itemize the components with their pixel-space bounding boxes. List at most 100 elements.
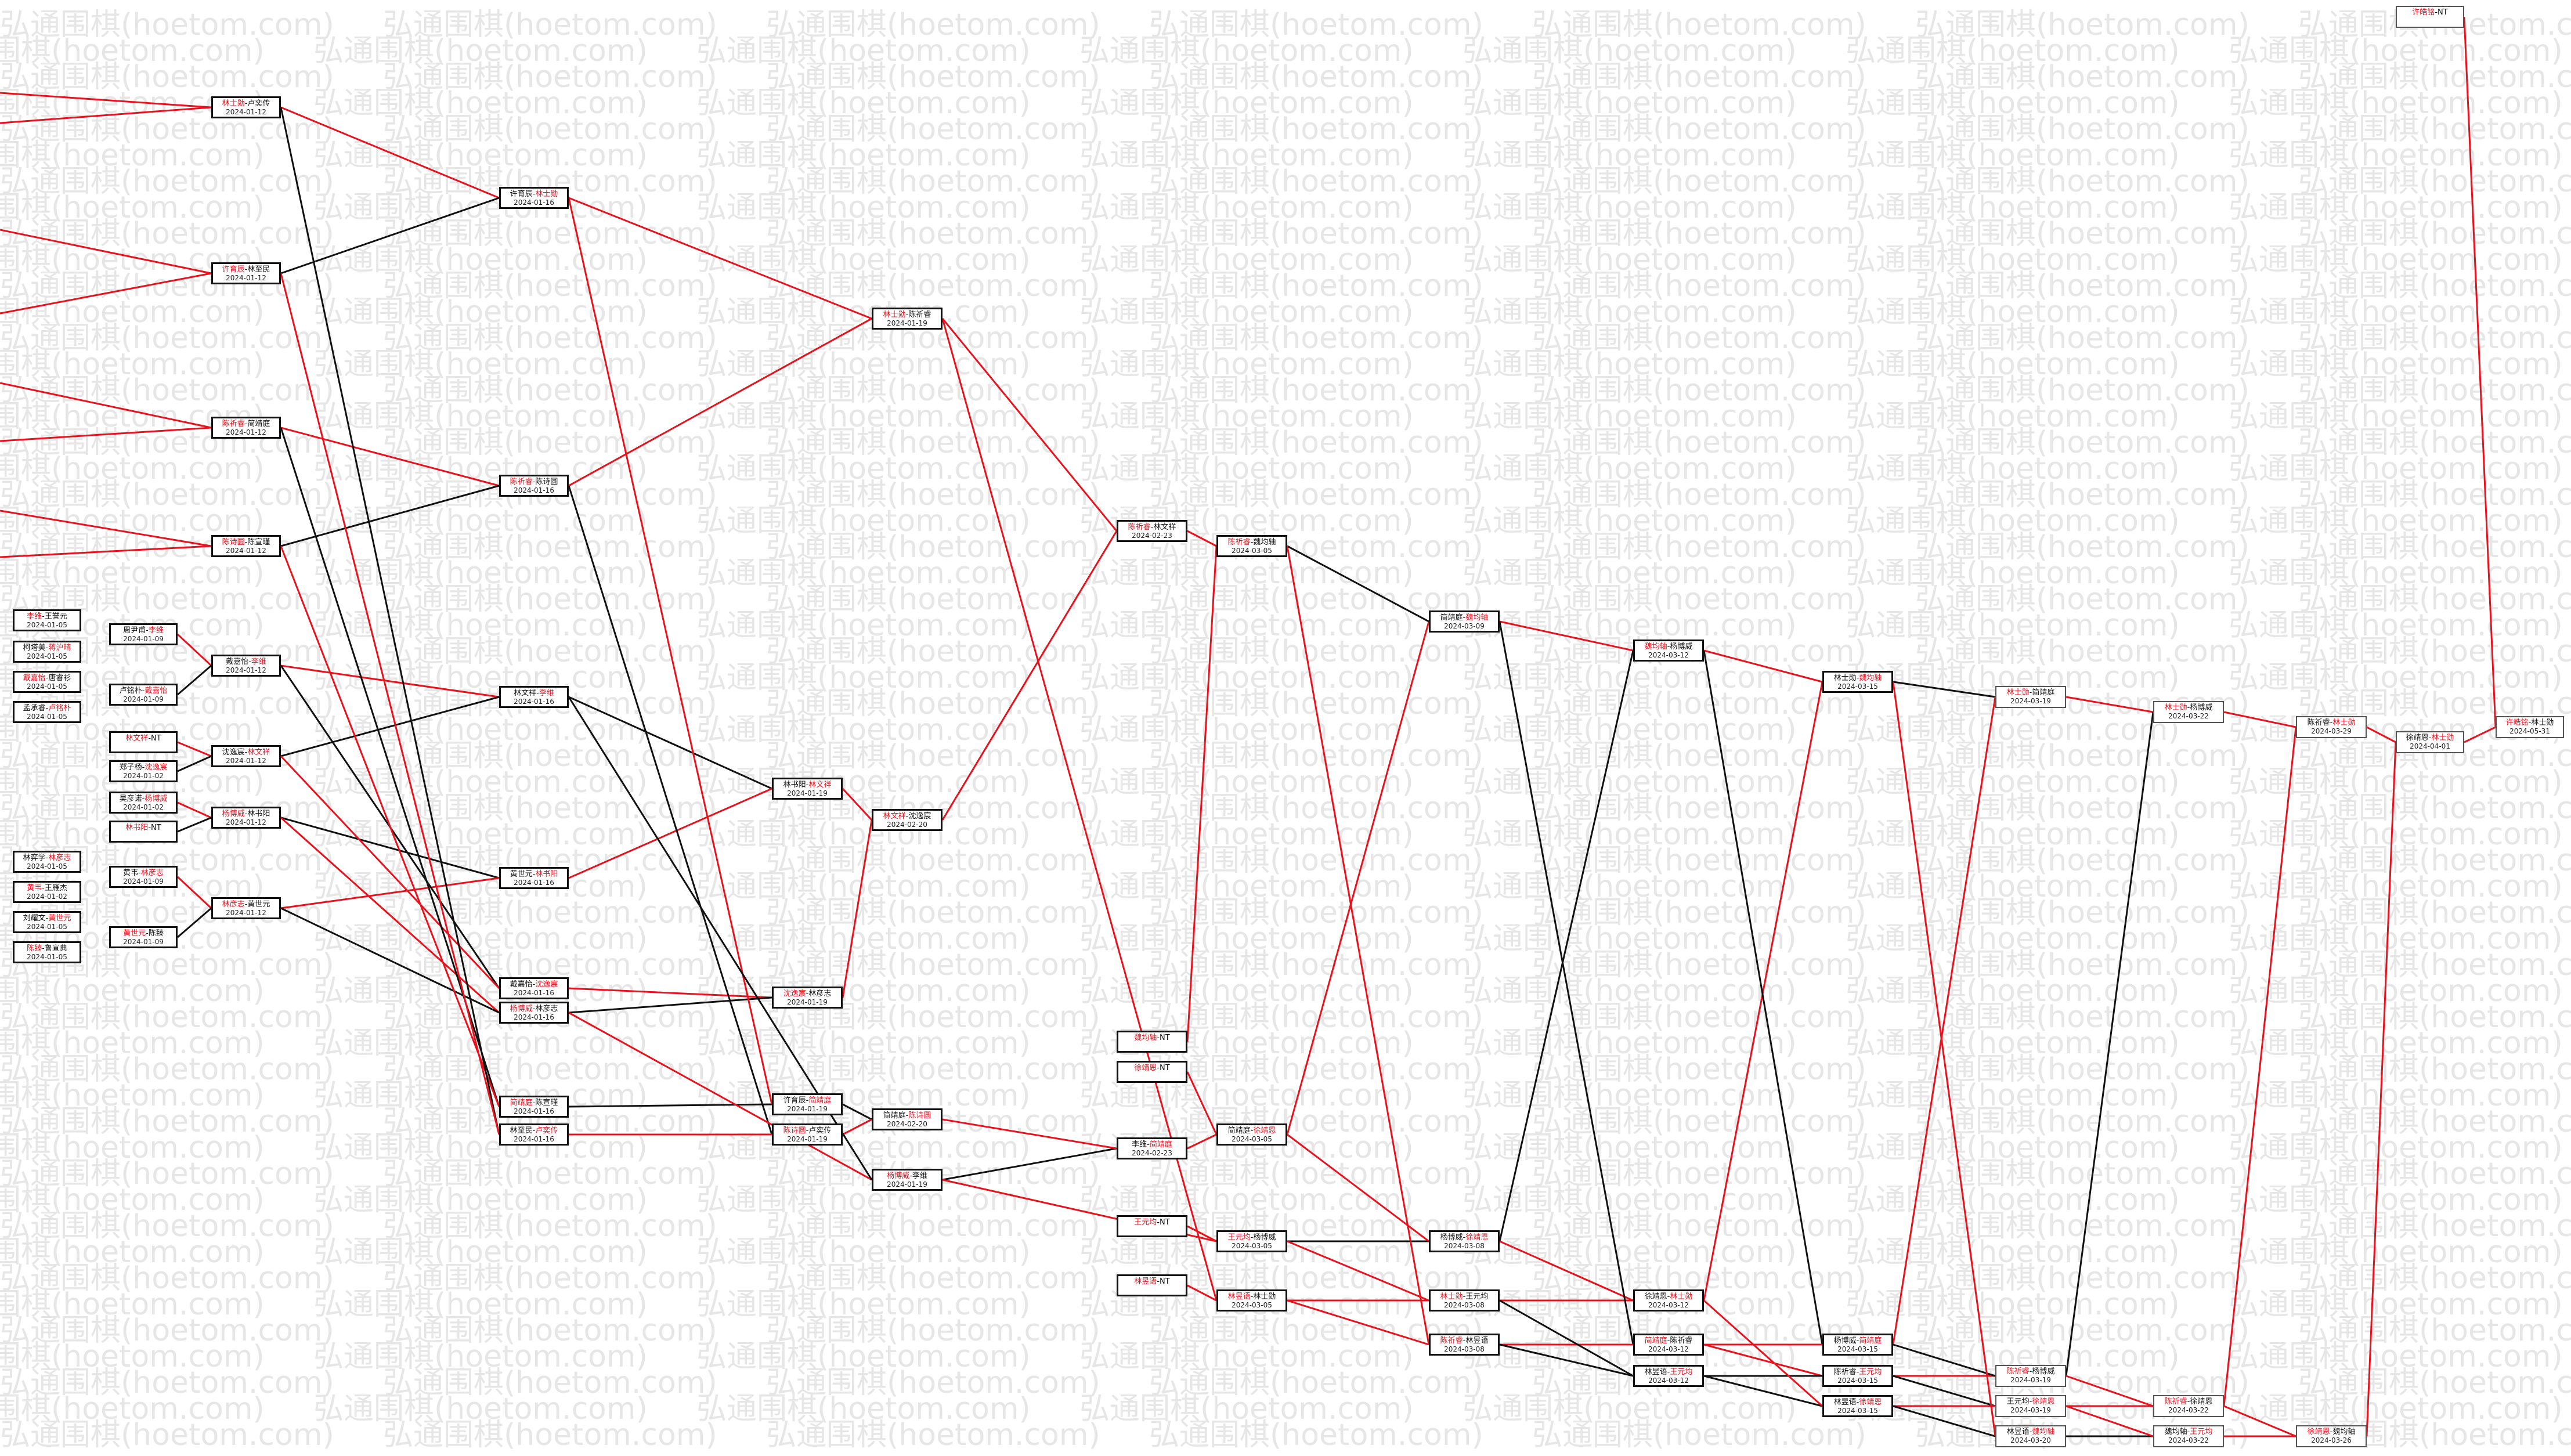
- player-two: 林文祥: [247, 748, 270, 757]
- match-players: 王元均-徐靖恩: [1996, 1397, 2065, 1406]
- match-players: 简靖庭-陈宣瑾: [501, 1099, 567, 1107]
- match-players: 戴嘉怡-沈逸宸: [501, 980, 567, 989]
- player-two: 陈宣瑾: [247, 538, 270, 547]
- player-one: 林士勋: [222, 99, 245, 108]
- match-players: 王元均-杨博威: [1218, 1233, 1286, 1242]
- match-node: 徐靖恩-林士勋 2024-04-01: [2396, 731, 2464, 753]
- player-separator: -: [244, 538, 248, 547]
- player-two: 徐靖恩: [1253, 1126, 1276, 1135]
- player-separator: -: [244, 265, 248, 274]
- match-players: 陈臻-鲁宣典: [15, 944, 80, 953]
- match-players: 林士勋-王元均: [1431, 1292, 1498, 1301]
- match-date: 2024-01-05: [27, 923, 67, 931]
- bracket-edge: [280, 816, 500, 879]
- match-date: 2024-01-12: [226, 428, 266, 436]
- match-node: 林彦志-黄世元 2024-01-12: [211, 897, 281, 919]
- bracket-edge: [1287, 1240, 1429, 1302]
- bracket-edge: [2066, 1405, 2154, 1437]
- player-two: 李维: [912, 1172, 927, 1180]
- bracket-edge: [176, 633, 212, 667]
- player-two: 林文祥: [808, 781, 832, 789]
- player-separator: -: [244, 810, 248, 818]
- bracket-edge: [1499, 620, 1634, 652]
- player-separator: -: [532, 190, 536, 198]
- match-date: 2024-02-20: [887, 821, 927, 829]
- match-date: 2024-01-02: [123, 772, 164, 780]
- match-node: 黄世元-陈臻 2024-01-09: [109, 926, 178, 948]
- player-one: 林昱语: [1644, 1368, 1667, 1376]
- match-node: 王元均-杨博威 2024-03-05: [1216, 1230, 1287, 1252]
- player-two: 林书阳: [247, 810, 270, 818]
- match-players: 林文祥-李维: [501, 689, 567, 698]
- match-node: 陈祈睿-杨博威 2024-03-19: [1995, 1365, 2066, 1387]
- player-separator: -: [148, 734, 151, 743]
- bracket-edge: [1893, 1405, 1996, 1437]
- bracket-edge: [2463, 16, 2497, 728]
- player-one: 林书阳: [783, 781, 806, 789]
- match-date: 2024-01-16: [514, 879, 554, 887]
- match-players: 魏均轴-NT: [1118, 1034, 1186, 1042]
- match-players: 林弈学-林彦志: [15, 854, 80, 862]
- bracket-edge: [842, 1118, 872, 1136]
- player-separator: -: [1157, 1277, 1160, 1286]
- player-one: 陈祈睿: [2006, 1367, 2030, 1376]
- player-one: 李维: [1132, 1140, 1147, 1149]
- bracket-edge: [280, 197, 500, 274]
- match-players: 沈逸宸-林文祥: [213, 748, 279, 757]
- player-one: 陈祈睿: [510, 478, 533, 486]
- player-two: 林士勋: [1253, 1292, 1276, 1301]
- player-one: 简靖庭: [1644, 1336, 1667, 1345]
- match-date: 2024-03-12: [1648, 1376, 1689, 1385]
- match-players: 陈诗圆-陈宣瑾: [213, 538, 279, 547]
- match-date: 2024-02-20: [887, 1120, 927, 1128]
- match-date: 2024-01-09: [123, 695, 164, 703]
- match-players: 魏均轴-杨博威: [1635, 642, 1702, 651]
- match-date: 2024-01-05: [27, 621, 67, 629]
- match-date: 2024-02-23: [1132, 532, 1172, 540]
- player-two: 杨博威: [145, 794, 168, 803]
- player-two: 林士勋: [2431, 734, 2454, 742]
- bracket-edge: [1703, 649, 1823, 683]
- match-date: 2024-01-19: [787, 1105, 828, 1113]
- player-one: 戴嘉怡: [226, 657, 249, 666]
- match-date: 2024-03-05: [1232, 547, 1272, 555]
- player-two: NT: [2438, 8, 2448, 17]
- player-separator: -: [532, 478, 536, 486]
- match-node: 陈诗圆-陈宣瑾 2024-01-12: [211, 535, 281, 557]
- match-node: 林文祥-NT: [109, 731, 178, 753]
- match-players: 郑子杨-沈逸宸: [111, 763, 176, 772]
- bracket-edge: [1187, 1133, 1217, 1150]
- player-separator: -: [1150, 523, 1154, 532]
- player-two: 王元均: [1670, 1368, 1693, 1376]
- match-date: 2024-03-05: [1232, 1135, 1272, 1143]
- player-separator: -: [146, 626, 149, 635]
- bracket-edge: [177, 907, 212, 938]
- bracket-edge: [0, 510, 212, 547]
- player-one: 杨博威: [1833, 1336, 1857, 1345]
- player-one: 林至民: [510, 1126, 533, 1135]
- player-two: 卢奕传: [535, 1126, 558, 1135]
- bracket-edge: [280, 816, 500, 1014]
- player-two: 陈诗圆: [535, 478, 558, 486]
- player-two: 魏均轴: [2332, 1428, 2356, 1436]
- player-one: 陈祈睿: [1128, 523, 1151, 532]
- player-separator: -: [148, 823, 151, 832]
- player-one: 李维: [27, 612, 42, 621]
- player-two: NT: [151, 734, 161, 743]
- player-two: 黄世元: [247, 900, 270, 909]
- match-date: 2024-04-01: [2410, 742, 2450, 750]
- match-node: 李维-王誉元 2024-01-05: [13, 609, 81, 631]
- player-separator: -: [1463, 1336, 1466, 1345]
- match-date: 2024-03-29: [2311, 727, 2352, 735]
- player-two: 魏均轴: [1465, 613, 1489, 622]
- player-one: 沈逸宸: [222, 748, 245, 757]
- player-one: 柯塔美: [23, 644, 46, 652]
- player-one: 林文祥: [125, 734, 149, 743]
- bracket-edge: [568, 996, 772, 1014]
- bracket-edge: [1499, 1299, 1634, 1377]
- match-players: 林士勋-卢奕传: [213, 99, 279, 108]
- match-date: 2024-03-12: [1648, 1345, 1689, 1353]
- player-one: 许育辰: [510, 190, 533, 198]
- player-separator: -: [1463, 613, 1466, 622]
- player-one: 林士勋: [1440, 1292, 1463, 1301]
